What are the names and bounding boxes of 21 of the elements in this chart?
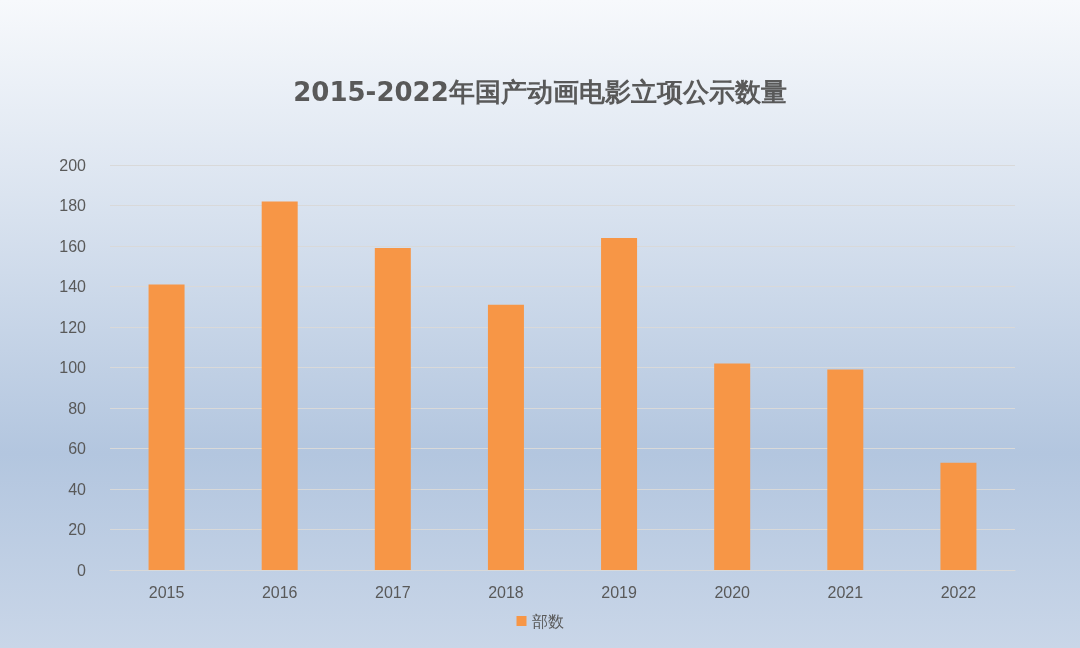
- chart-title: 2015-2022年国产动画电影立项公示数量: [293, 77, 787, 107]
- y-tick-label: 20: [68, 521, 87, 538]
- y-tick-label: 100: [59, 359, 87, 376]
- y-tick-label: 40: [68, 480, 87, 498]
- x-tick-label: 2019: [601, 583, 637, 601]
- y-tick-label: 0: [77, 561, 87, 579]
- y-tick-label: 80: [68, 399, 87, 417]
- x-tick-label: 2016: [261, 583, 298, 601]
- x-tick-label: 2020: [714, 583, 751, 601]
- legend-label: 部数: [531, 612, 564, 630]
- y-tick-label: 200: [59, 156, 87, 174]
- y-tick-label: 60: [68, 440, 87, 457]
- y-tick-label: 120: [59, 318, 87, 336]
- x-tick-label: 2015: [148, 583, 185, 601]
- x-tick-label: 2021: [827, 583, 864, 601]
- x-tick-label: 2017: [375, 583, 411, 601]
- x-tick-label: 2022: [940, 583, 977, 601]
- y-tick-label: 180: [59, 197, 87, 214]
- x-tick-label: 2018: [488, 583, 524, 601]
- y-tick-label: 140: [59, 278, 87, 295]
- y-tick-label: 160: [59, 237, 87, 255]
